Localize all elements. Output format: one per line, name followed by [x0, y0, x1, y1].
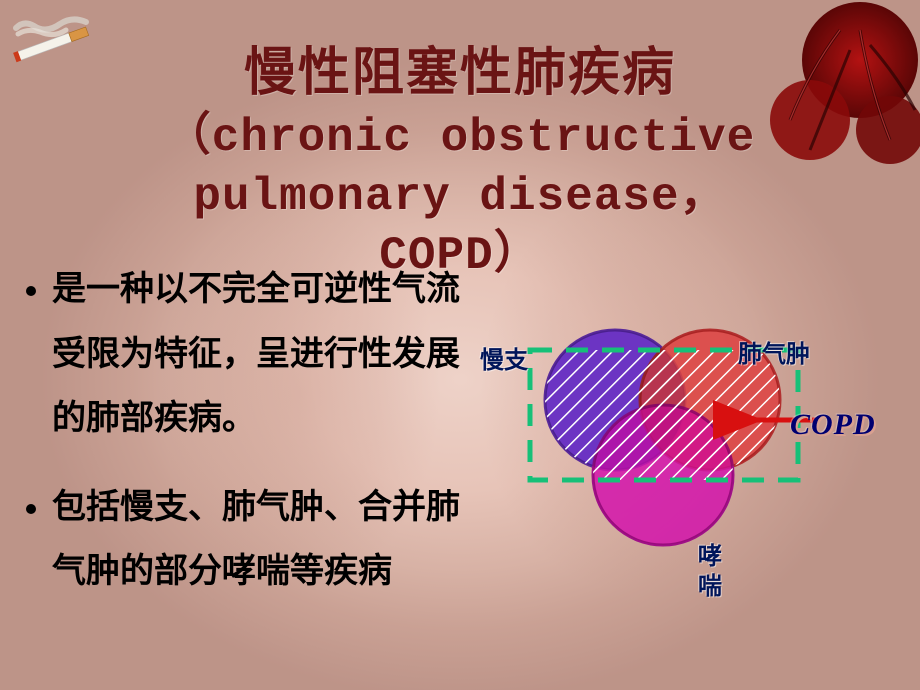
bullet-item: 是一种以不完全可逆性气流受限为特征，呈进行性发展的肺部疾病。	[52, 258, 490, 452]
title-en-line1: （chronic obstructive	[165, 112, 756, 164]
bullet-list: 是一种以不完全可逆性气流受限为特征，呈进行性发展的肺部疾病。 包括慢支、肺气肿、…	[30, 258, 490, 611]
venn-label-bronchitis: 慢支	[480, 340, 528, 375]
venn-label-emphysema: 肺气肿	[738, 334, 810, 369]
bullet-item: 包括慢支、肺气肿、合并肺气肿的部分哮喘等疾病	[52, 476, 490, 605]
title-chinese: 慢性阻塞性肺疾病	[0, 30, 920, 105]
title-en-line2: pulmonary disease，	[193, 171, 726, 223]
venn-diagram: 慢支 肺气肿 哮 喘 COPD	[480, 310, 900, 600]
slide-title: 慢性阻塞性肺疾病 （chronic obstructive pulmonary …	[0, 30, 920, 286]
venn-label-asthma-2: 喘	[698, 566, 722, 601]
venn-label-copd: COPD	[790, 408, 876, 442]
